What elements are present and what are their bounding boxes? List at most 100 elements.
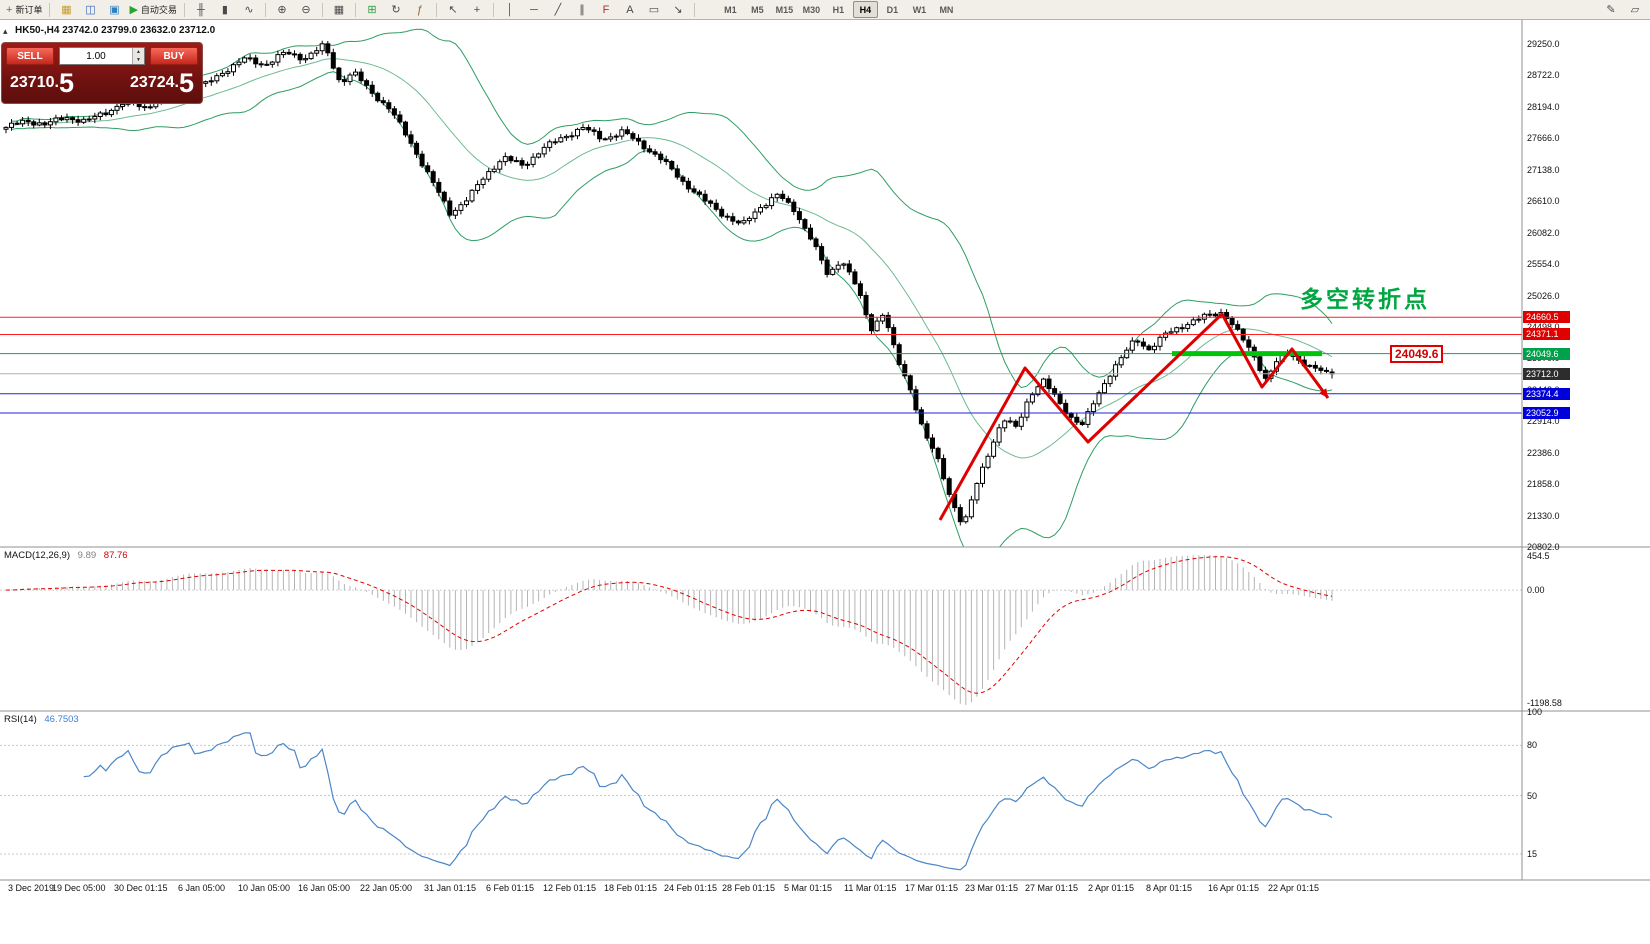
one-click-collapse-icon[interactable]: ▴ [3,26,8,36]
toolbar-right-group: ✎ ▱ [1599,2,1647,18]
toolbar: + 新订单 ▦ ◫ ▣ ▶ 自动交易 ╫ ▮ ∿ ⊕ ⊖ ▦ ⊞ ↻ ƒ ↖ + │ ─ ╱ ∥ F A ▭ ↘ M1 M5 M15 M3… [0,0,1650,20]
trend-zigzag-line[interactable] [938,312,1330,521]
auto-scroll-button[interactable]: ↻ [385,2,407,18]
bollinger-upper-band [11,28,1333,389]
zoom-out-button[interactable]: ⊖ [295,2,317,18]
horizontal-line-icon: ─ [530,3,538,16]
templates-button[interactable]: ▱ [1624,2,1646,18]
trend-arrow-head [1319,388,1328,398]
timeframe-m5-button[interactable]: M5 [751,4,764,15]
volume-decrease-icon[interactable]: ▼ [133,56,144,64]
zoom-in-icon: ⊕ [277,3,287,16]
toolbar-separator [693,2,695,17]
buy-price[interactable]: 23724. 5 [130,68,194,98]
timeframe-h1-button[interactable]: H1 [832,4,845,15]
sell-price-main: 23710. [10,74,59,91]
sell-price[interactable]: 23710. 5 [10,68,74,98]
navigator-button[interactable]: ◫ [79,2,101,18]
new-order-icon: + [6,3,13,16]
toolbar-separator [492,2,494,17]
bollinger-middle-band [11,58,1333,459]
templates-icon: ▱ [1630,3,1640,16]
toolbar-separator [264,2,266,17]
timeframe-d1-button[interactable]: D1 [886,4,899,15]
macd-panel[interactable] [0,555,1522,705]
macd-signal-value: 87.76 [103,550,128,561]
price-tag-label[interactable]: 24049.6 [1390,345,1444,363]
timeframe-m30-button[interactable]: M30 [802,4,821,15]
sell-button[interactable]: SELL [6,47,54,65]
market-watch-button[interactable]: ▦ [55,2,77,18]
turning-point-annotation: 多空转折点 [1300,286,1430,312]
volume-increase-icon[interactable]: ▲ [133,48,144,56]
timeframe-h4-button[interactable]: H4 [852,1,878,18]
zoom-in-button[interactable]: ⊕ [271,2,293,18]
toolbar-separator [435,2,437,17]
vertical-line-icon: │ [506,3,514,16]
indicators-button[interactable]: ƒ [409,2,431,18]
new-chart-button[interactable]: ⊞ [361,2,383,18]
buy-price-big-digit: 5 [178,68,194,98]
fibonacci-button[interactable]: F [595,2,617,18]
timeframe-m15-button[interactable]: M15 [775,4,794,15]
one-click-trading-panel: SELL 1.00 ▲ ▼ BUY 23710. 5 23724. 5 [1,42,203,104]
zoom-out-icon: ⊖ [301,3,311,16]
macd-indicator-label: MACD(12,26,9) 9.89 87.76 [4,550,128,561]
buy-price-main: 23724. [130,74,179,91]
new-chart-icon: ⊞ [367,3,377,16]
autotrading-label: 自动交易 [140,5,177,15]
candlestick-chart-icon: ▮ [221,3,228,16]
arrows-icon: ↘ [673,3,683,16]
indicators-icon: ƒ [416,3,423,16]
timeframe-m1-button[interactable]: M1 [724,4,737,15]
crosshair-icon: + [473,3,481,16]
trend-line-button[interactable]: ╱ [547,2,569,18]
navigator-icon: ◫ [85,3,96,16]
autotrading-button[interactable]: ▶ 自动交易 [127,2,178,18]
toolbar-separator [183,2,185,17]
trend-line-icon: ╱ [554,3,562,16]
sell-price-big-digit: 5 [58,68,74,98]
toolbar-separator [49,2,51,17]
bar-chart-button[interactable]: ╫ [190,2,212,18]
volume-value[interactable]: 1.00 [86,50,106,62]
tile-windows-button[interactable]: ▦ [328,2,350,18]
rsi-indicator-label: RSI(14) 46.7503 [4,714,79,725]
horizontal-line-button[interactable]: ─ [523,2,545,18]
arrows-button[interactable]: ↘ [667,2,689,18]
fibonacci-icon: F [602,3,610,16]
volume-spin[interactable]: ▲ ▼ [132,48,144,64]
equidistant-channel-icon: ∥ [579,3,585,16]
candlestick-chart-button[interactable]: ▮ [214,2,236,18]
timeframe-group: M1 M5 M15 M30 H1 H4 D1 W1 MN [717,1,960,18]
text-label-button[interactable]: ▭ [643,2,665,18]
bar-chart-icon: ╫ [197,3,205,16]
text-icon: A [626,3,634,16]
cursor-icon: ↖ [448,3,458,16]
terminal-button[interactable]: ▣ [103,2,125,18]
vertical-line-button[interactable]: │ [499,2,521,18]
auto-scroll-icon: ↻ [391,3,401,16]
buy-button[interactable]: BUY [150,47,198,65]
chart-ohlc-header: HK50-,H4 23742.0 23799.0 23632.0 23712.0 [15,25,216,36]
rsi-panel[interactable] [0,732,1522,871]
rsi-value: 46.7503 [44,714,79,725]
rsi-line [83,732,1333,871]
macd-value: 9.89 [77,550,97,561]
price-panel[interactable] [0,28,1522,564]
timeframe-w1-button[interactable]: W1 [912,4,927,15]
timeframe-mn-button[interactable]: MN [939,4,954,15]
new-order-button[interactable]: + 新订单 [4,2,44,18]
equidistant-channel-button[interactable]: ∥ [571,2,593,18]
toolbar-separator [321,2,323,17]
cursor-button[interactable]: ↖ [442,2,464,18]
edit-button[interactable]: ✎ [1600,2,1622,18]
volume-stepper[interactable]: 1.00 ▲ ▼ [59,47,145,65]
crosshair-button[interactable]: + [466,2,488,18]
macd-signal-line [5,556,1333,694]
text-button[interactable]: A [619,2,641,18]
line-chart-button[interactable]: ∿ [238,2,260,18]
terminal-icon: ▣ [109,3,120,16]
